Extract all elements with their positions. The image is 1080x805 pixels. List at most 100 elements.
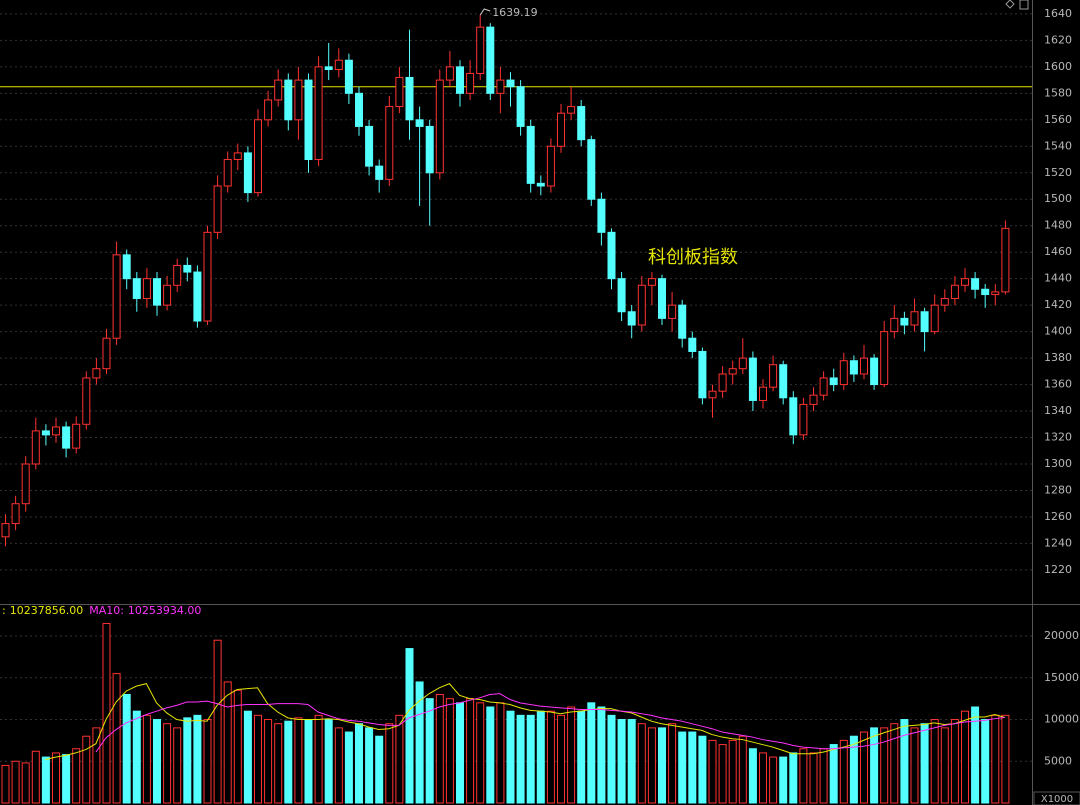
volume-bar [395, 714, 404, 804]
candle-body [122, 254, 131, 280]
volume-bar [476, 702, 485, 804]
candle-body [1001, 227, 1010, 293]
candle-body [991, 291, 1000, 296]
candle-body [445, 66, 454, 81]
candle-body [11, 503, 20, 525]
volume-bar [587, 702, 596, 804]
volume-bar [132, 710, 141, 804]
y-tick-label: 1560 [1044, 113, 1072, 126]
volume-unit: X1000 [1041, 794, 1073, 805]
volume-bar [1, 764, 10, 804]
y-tick-label: 1500 [1044, 192, 1072, 205]
y-tick-label: 1380 [1044, 351, 1072, 364]
y-tick-label: 1260 [1044, 510, 1072, 523]
candle-body [344, 59, 353, 94]
ma-line [45, 683, 1006, 761]
y-tick-label: 1220 [1044, 563, 1072, 576]
volume-bar [961, 710, 969, 804]
volume-bar [738, 735, 747, 804]
candle-body [405, 76, 414, 121]
candle-body [728, 368, 737, 375]
candle-body [789, 397, 798, 436]
candle-body [506, 79, 515, 88]
candle-body [688, 337, 697, 352]
candle-body [41, 430, 50, 436]
volume-bar [779, 756, 788, 804]
volume-bar [668, 723, 677, 804]
volume-bar [546, 710, 555, 804]
y-tick-label: 1320 [1044, 431, 1072, 444]
candle-body [213, 185, 222, 233]
volume-bar [223, 681, 232, 804]
volume-bar [82, 735, 91, 804]
volume-bar [153, 719, 161, 804]
y-tick-label: 1240 [1044, 536, 1072, 549]
volume-bar [516, 714, 525, 804]
volume-bar [486, 706, 495, 804]
candle-body [284, 79, 293, 121]
candle-body [759, 386, 767, 401]
volume-bar [557, 714, 565, 804]
volume-bar [860, 731, 868, 804]
candle-body [62, 426, 71, 449]
volume-bar [829, 744, 838, 804]
volume-bar [173, 727, 182, 804]
volume-bar [708, 739, 717, 804]
y-tick-label: 1640 [1044, 7, 1072, 20]
candle-body [950, 284, 959, 300]
volume-bar [728, 739, 737, 804]
volume-bar [425, 698, 434, 804]
candle-body [839, 360, 848, 386]
candle-body [557, 112, 565, 147]
volume-bar [324, 719, 333, 804]
y-tick-label: 15000 [1044, 671, 1079, 684]
candle-body [21, 463, 30, 505]
candle-body [193, 271, 202, 322]
volume-bar [799, 748, 808, 804]
candle-body [294, 79, 303, 121]
candle-body [304, 79, 313, 161]
y-tick-label: 1520 [1044, 166, 1072, 179]
volume-bar [526, 714, 535, 804]
candle-body [415, 119, 424, 127]
candle-body [961, 278, 969, 286]
diamond-icon[interactable] [1005, 0, 1015, 9]
volume-bar [506, 710, 515, 804]
volume-bar [536, 710, 545, 804]
candle-body [466, 72, 475, 94]
volume-bar [445, 698, 454, 804]
candle-body [385, 106, 394, 180]
candle-body [163, 284, 172, 306]
volume-bar [284, 720, 293, 804]
y-tick-label: 20000 [1044, 629, 1079, 642]
candle-body [52, 426, 60, 436]
candle-body [486, 26, 495, 94]
candle-body [183, 264, 192, 273]
volume-bar [203, 719, 212, 804]
unit-box [1033, 791, 1080, 805]
high-annotation: 1639.19 [492, 6, 538, 19]
volume-bar [688, 731, 697, 804]
y-tick-label: 1480 [1044, 219, 1072, 232]
candle-body [597, 198, 606, 233]
candle-body [153, 278, 161, 306]
candle-body [668, 304, 677, 319]
window-icon[interactable] [1019, 0, 1029, 10]
candle-body [809, 394, 818, 405]
volume-bar [233, 689, 242, 804]
candle-body [981, 288, 990, 296]
candle-body [849, 360, 858, 375]
candle-body [900, 317, 909, 326]
volume-bar [72, 748, 81, 804]
y-tick-label: 1540 [1044, 139, 1072, 152]
volume-bar [334, 727, 343, 804]
volume-bar [930, 719, 939, 804]
volume-bar [1001, 714, 1010, 804]
candle-body [496, 79, 505, 94]
volume-bar [789, 752, 798, 804]
candle-body [769, 364, 778, 388]
volume-bar [21, 762, 30, 804]
chart-title: 科创板指数 [648, 247, 738, 268]
candle-body [476, 26, 485, 74]
